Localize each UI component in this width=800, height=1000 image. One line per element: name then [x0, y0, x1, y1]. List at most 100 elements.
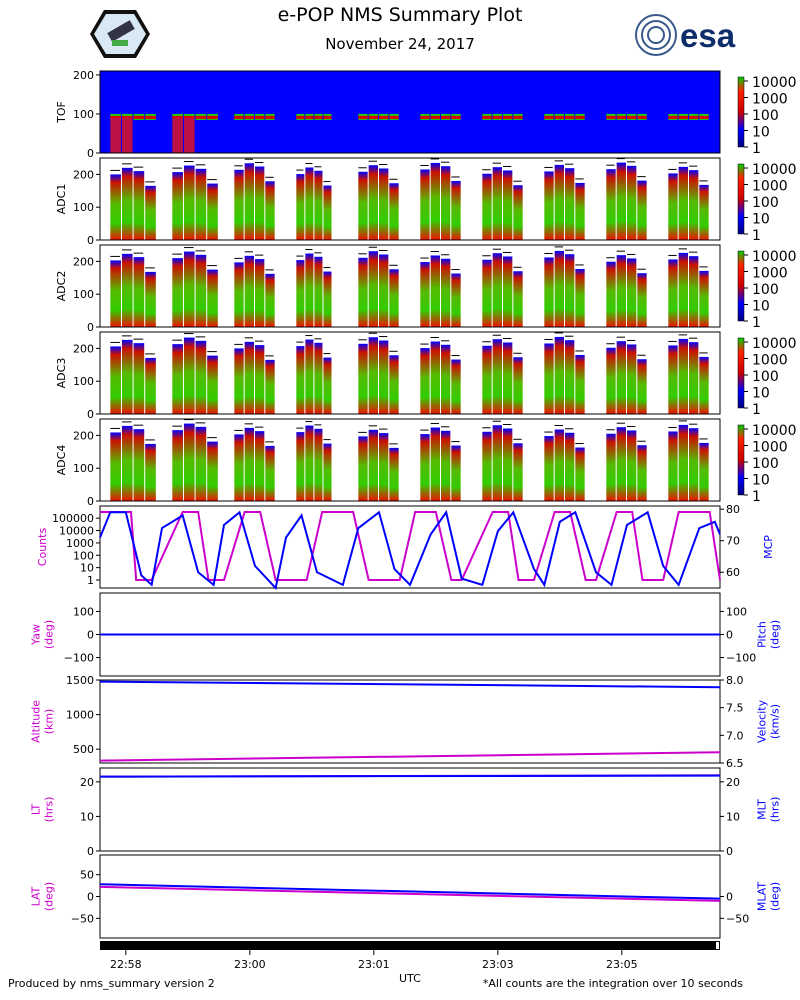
adc-column — [305, 167, 314, 240]
heatmap-block — [544, 332, 585, 414]
heatmap-block — [172, 113, 218, 153]
y-tick-label: 0 — [87, 891, 94, 904]
adc-column — [296, 174, 305, 240]
tof-band-low — [513, 115, 523, 119]
colorbar-label: 1000 — [752, 440, 788, 456]
y-axis-label-right: MCP — [762, 535, 775, 559]
colorbar-label: 1 — [752, 228, 761, 244]
y-tick-label: 200 — [73, 342, 94, 355]
tof-band-low — [358, 115, 368, 119]
adc-column — [441, 430, 451, 501]
adc-column — [133, 429, 145, 501]
adc-column — [544, 257, 554, 327]
colorbar-label: 100 — [752, 456, 779, 472]
y-axis-label-left-line: Yaw — [30, 624, 43, 646]
tof-band-low — [207, 115, 218, 119]
series-mcp-line — [99, 509, 721, 591]
adc-column — [110, 432, 121, 501]
heatmap-block — [544, 424, 585, 501]
adc-column — [451, 273, 461, 327]
adc-column — [195, 254, 207, 327]
panel-frame — [99, 244, 721, 328]
y-tick-label: 100 — [73, 108, 94, 121]
y2-tick-label: 80 — [726, 503, 740, 516]
adc-column — [379, 168, 389, 240]
adc-column — [451, 359, 461, 414]
tof-column — [110, 117, 121, 153]
adc-column — [575, 447, 585, 501]
heatmap-block — [172, 161, 218, 240]
colorbar-scale — [737, 250, 745, 322]
adc-column — [482, 173, 492, 240]
x-tick-label: 23:01 — [358, 958, 390, 971]
tof-band-low — [565, 115, 575, 119]
adc-column — [121, 425, 133, 501]
heatmap-block — [110, 249, 156, 327]
adc-column — [195, 426, 207, 501]
colorbar-label: 10000 — [752, 249, 797, 265]
adc-column — [565, 168, 575, 240]
adc-column — [296, 346, 305, 414]
colorbar-label: 1 — [752, 315, 761, 331]
heatmap-block — [606, 250, 647, 327]
adc-column — [195, 340, 207, 414]
heatmap-block — [110, 335, 156, 414]
y-tick-label: −50 — [71, 912, 94, 925]
adc-column — [234, 262, 244, 327]
tof-band-low — [183, 115, 195, 119]
adc-column — [358, 436, 368, 501]
adc-column — [513, 443, 523, 501]
tof-band-low — [133, 115, 145, 119]
adc-column — [678, 252, 688, 327]
adc-column — [441, 344, 451, 414]
tof-band-low — [323, 115, 332, 119]
adc-column — [145, 357, 156, 414]
time-ribbon — [100, 941, 720, 950]
y-tick-label: 200 — [73, 429, 94, 442]
colorbar-scale — [737, 76, 745, 148]
adc-column — [699, 442, 709, 501]
tof-band-low — [575, 115, 585, 119]
x-tick-label: 22:58 — [110, 958, 142, 971]
adc-column — [482, 431, 492, 501]
colorbar-scale — [737, 163, 745, 235]
adc-column — [420, 434, 430, 501]
adc-column — [689, 342, 699, 414]
y-axis-label: ADC2 — [55, 271, 68, 302]
y2-tick-label: −50 — [726, 912, 749, 925]
x-axis-label: UTC — [399, 972, 421, 985]
y2-tick-label: 7.5 — [726, 702, 744, 715]
heatmap-block — [482, 248, 523, 327]
adc-column — [606, 347, 616, 414]
adc-column — [616, 341, 626, 414]
heatmap-block — [358, 160, 399, 240]
colorbar-scale — [737, 424, 745, 496]
heatmap-block — [668, 248, 709, 327]
y2-tick-label: 0 — [726, 629, 733, 642]
adc-column — [420, 262, 430, 327]
y-axis-label-left-line: (km) — [43, 709, 56, 735]
adc-column — [265, 181, 275, 240]
y-axis-label: ADC1 — [55, 184, 68, 215]
adc-column — [121, 253, 133, 327]
tof-band-low — [492, 115, 502, 119]
heatmap-block — [296, 163, 332, 240]
adc-column — [379, 433, 389, 501]
esa-logo: esa — [635, 14, 736, 56]
tof-band-low — [389, 115, 399, 119]
tof-band-low — [255, 115, 265, 119]
y-tick-label: 100000 — [52, 512, 94, 525]
adc-column — [244, 255, 254, 327]
adc-column — [265, 359, 275, 414]
y-tick-label: 1000 — [66, 537, 94, 550]
heatmap-block — [296, 421, 332, 501]
tof-band-low — [689, 115, 699, 119]
adc-column — [244, 341, 254, 414]
y-axis-label-right-line: (hrs) — [769, 797, 782, 823]
adc-column — [389, 183, 399, 240]
colorbar-label: 1 — [752, 141, 761, 157]
